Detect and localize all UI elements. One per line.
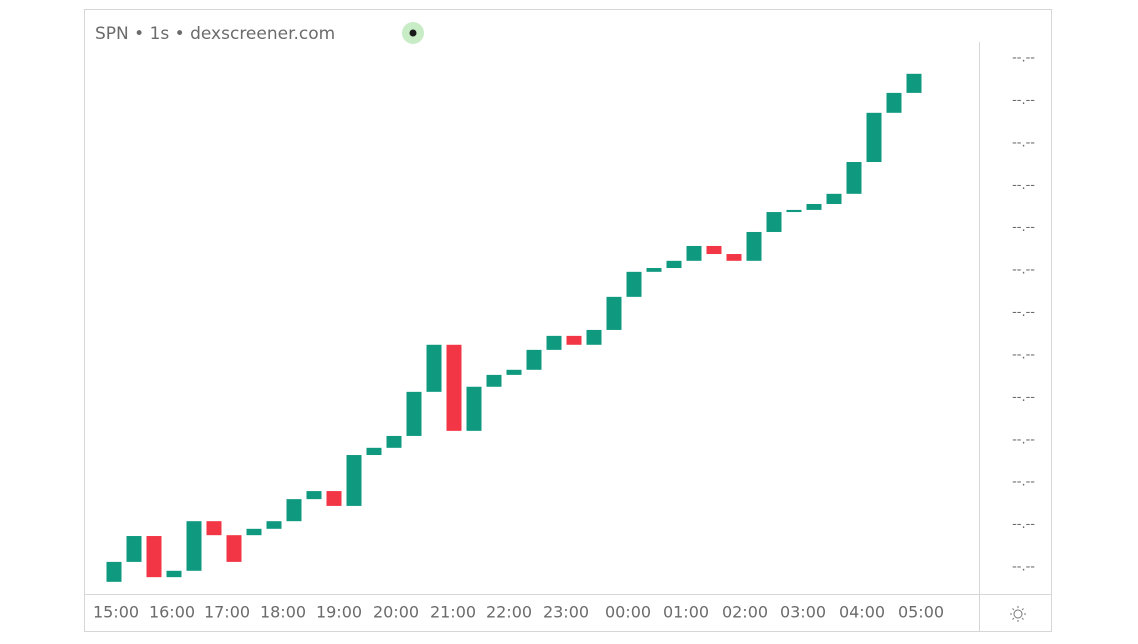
- x-tick-label: 21:00: [430, 603, 476, 622]
- x-tick-label: 18:00: [260, 603, 306, 622]
- candle-body: [606, 296, 622, 330]
- x-tick-label: 05:00: [898, 603, 944, 622]
- y-tick-label: --.--: [1012, 178, 1035, 193]
- candle-body: [106, 561, 122, 582]
- y-tick-label: --.--: [1012, 135, 1035, 150]
- candle-body: [866, 112, 882, 163]
- y-tick-label: --.--: [1012, 432, 1035, 447]
- y-tick-label: --.--: [1012, 93, 1035, 108]
- candle-body: [666, 260, 682, 269]
- candle-body: [386, 435, 402, 448]
- candle-body: [566, 335, 582, 345]
- x-tick-label: 19:00: [316, 603, 362, 622]
- candle-body: [906, 73, 922, 93]
- candle-body: [346, 455, 362, 506]
- y-tick-label: --.--: [1012, 220, 1035, 235]
- candle-body: [826, 193, 842, 204]
- candle-body: [306, 491, 322, 500]
- candle-body: [166, 570, 182, 578]
- settings-icon[interactable]: [1010, 606, 1026, 622]
- candle-body: [786, 209, 802, 213]
- chart-frame: [84, 9, 1052, 632]
- candle-body: [586, 329, 602, 345]
- candle-body: [146, 536, 162, 578]
- candle-body: [286, 499, 302, 522]
- x-tick-label: 20:00: [373, 603, 419, 622]
- x-tick-label: 23:00: [543, 603, 589, 622]
- candle-body: [326, 491, 342, 506]
- x-tick-label: 15:00: [93, 603, 139, 622]
- candle-body: [426, 344, 442, 392]
- candle-body: [706, 245, 722, 255]
- candle-body: [526, 349, 542, 370]
- y-tick-label: --.--: [1012, 51, 1035, 66]
- candle-body: [446, 344, 462, 431]
- x-tick-label: 22:00: [486, 603, 532, 622]
- candle-body: [206, 521, 222, 536]
- candle-body: [366, 447, 382, 456]
- candle-body: [246, 528, 262, 536]
- candle-body: [806, 203, 822, 210]
- status-dot: [409, 29, 417, 37]
- x-tick-label: 16:00: [149, 603, 195, 622]
- y-tick-label: --.--: [1012, 305, 1035, 320]
- candle-body: [886, 92, 902, 113]
- x-tick-label: 01:00: [663, 603, 709, 622]
- candle-body: [686, 245, 702, 261]
- y-tick-label: --.--: [1012, 347, 1035, 362]
- candle-body: [126, 536, 142, 562]
- candle-body: [766, 212, 782, 232]
- x-tick-label: 02:00: [722, 603, 768, 622]
- y-tick-label: --.--: [1012, 517, 1035, 532]
- candle-body: [546, 335, 562, 350]
- candle-body: [486, 374, 502, 387]
- x-tick-label: 00:00: [605, 603, 651, 622]
- x-tick-label: 03:00: [780, 603, 826, 622]
- candle-body: [266, 521, 282, 529]
- candle-body: [626, 271, 642, 297]
- y-tick-label: --.--: [1012, 390, 1035, 405]
- chart-title: SPN • 1s • dexscreener.com: [95, 24, 335, 44]
- candle-body: [186, 521, 202, 571]
- x-tick-label: 17:00: [204, 603, 250, 622]
- candle-body: [846, 162, 862, 194]
- candle-body: [726, 254, 742, 261]
- x-tick-label: 04:00: [839, 603, 885, 622]
- candle-body: [506, 369, 522, 375]
- candle-body: [746, 231, 762, 261]
- y-tick-label: --.--: [1012, 475, 1035, 490]
- candle-body: [406, 391, 422, 436]
- candle-body: [466, 386, 482, 431]
- candle-body: [226, 535, 242, 562]
- candle-body: [646, 268, 662, 272]
- y-tick-label: --.--: [1012, 559, 1035, 574]
- y-tick-label: --.--: [1012, 263, 1035, 278]
